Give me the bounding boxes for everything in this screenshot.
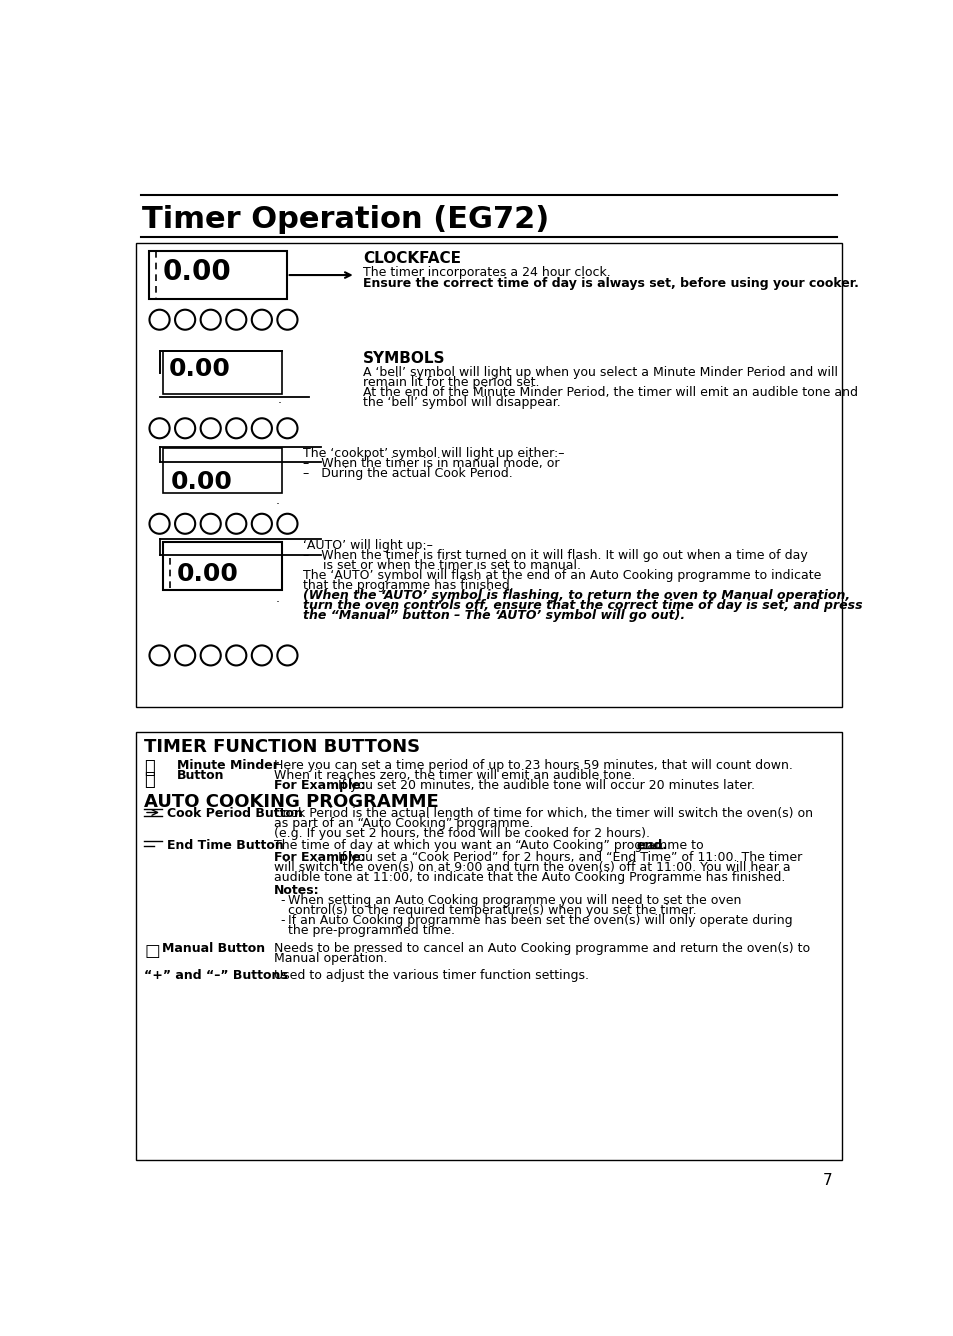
Circle shape [277, 514, 297, 534]
Bar [162, 351, 282, 394]
Text: End Time Button: End Time Button [167, 839, 284, 851]
Text: the “Manual” button – The ‘AUTO’ symbol will go out).: the “Manual” button – The ‘AUTO’ symbol … [303, 609, 684, 623]
Text: AUTO COOKING PROGRAMME: AUTO COOKING PROGRAMME [144, 794, 438, 811]
Circle shape [174, 514, 195, 534]
Text: Cook Period is the actual length of time for which, the timer will switch the ov: Cook Period is the actual length of time… [274, 807, 812, 820]
Bar [136, 243, 841, 707]
Text: 0.00: 0.00 [169, 358, 231, 382]
Text: (e.g. If you set 2 hours, the food will be cooked for 2 hours).: (e.g. If you set 2 hours, the food will … [274, 827, 650, 840]
Circle shape [174, 310, 195, 330]
Text: 0.00: 0.00 [176, 562, 238, 587]
Circle shape [252, 310, 272, 330]
Text: Button: Button [177, 770, 225, 783]
Text: as part of an “Auto Cooking” programme.: as part of an “Auto Cooking” programme. [274, 818, 533, 830]
Text: control(s) to the required temperature(s) when you set the timer.: control(s) to the required temperature(s… [288, 904, 696, 916]
Text: Used to adjust the various timer function settings.: Used to adjust the various timer functio… [274, 969, 589, 982]
Circle shape [200, 418, 220, 438]
Circle shape [150, 418, 170, 438]
Text: audible tone at 11:00, to indicate that the Auto Cooking Programme has finished.: audible tone at 11:00, to indicate that … [274, 871, 785, 884]
Bar [162, 542, 282, 591]
Text: Cook Period Button: Cook Period Button [167, 807, 303, 820]
Circle shape [226, 645, 246, 665]
Text: Notes:: Notes: [274, 884, 319, 896]
Circle shape [277, 645, 297, 665]
Text: The ‘cookpot’ symbol will light up either:–: The ‘cookpot’ symbol will light up eithe… [303, 446, 564, 460]
Circle shape [150, 645, 170, 665]
Circle shape [277, 310, 297, 330]
Text: –   During the actual Cook Period.: – During the actual Cook Period. [303, 466, 512, 480]
Text: For Example:: For Example: [274, 779, 366, 792]
Text: If you set a “Cook Period” for 2 hours, and “End Time” of 11:00. The timer: If you set a “Cook Period” for 2 hours, … [337, 851, 801, 864]
Text: the pre-programmed time.: the pre-programmed time. [288, 925, 455, 937]
Circle shape [200, 514, 220, 534]
Text: SYMBOLS: SYMBOLS [363, 351, 445, 366]
Circle shape [226, 310, 246, 330]
Text: turn the oven controls off, ensure that the correct time of day is set, and pres: turn the oven controls off, ensure that … [303, 600, 862, 612]
Text: -: - [280, 914, 285, 927]
Text: .: . [275, 494, 279, 508]
Text: .: . [275, 592, 279, 604]
Circle shape [174, 645, 195, 665]
Text: When it reaches zero, the timer will emit an audible tone.: When it reaches zero, the timer will emi… [274, 770, 635, 783]
Text: 7: 7 [821, 1173, 831, 1188]
Text: that the programme has finished.: that the programme has finished. [303, 580, 513, 592]
Text: –   When the timer is first turned on it will flash. It will go out when a time : – When the timer is first turned on it w… [303, 549, 807, 562]
Text: If an Auto Cooking programme has been set the oven(s) will only operate during: If an Auto Cooking programme has been se… [288, 914, 792, 927]
Text: end.: end. [637, 839, 667, 851]
Text: TIMER FUNCTION BUTTONS: TIMER FUNCTION BUTTONS [144, 737, 419, 756]
Text: □: □ [144, 942, 160, 959]
Text: When setting an Auto Cooking programme you will need to set the oven: When setting an Auto Cooking programme y… [288, 894, 740, 907]
Text: If you set 20 minutes, the audible tone will occur 20 minutes later.: If you set 20 minutes, the audible tone … [337, 779, 754, 792]
Circle shape [226, 514, 246, 534]
Text: Ensure the correct time of day is always set, before using your cooker.: Ensure the correct time of day is always… [363, 277, 859, 290]
Text: 0.00: 0.00 [171, 470, 232, 494]
Circle shape [277, 418, 297, 438]
Circle shape [174, 418, 195, 438]
Text: Here you can set a time period of up to 23 hours 59 minutes, that will count dow: Here you can set a time period of up to … [274, 759, 792, 772]
Text: The timer incorporates a 24 hour clock.: The timer incorporates a 24 hour clock. [363, 266, 611, 279]
Text: For Example:: For Example: [274, 851, 366, 864]
Bar [136, 732, 841, 1160]
Circle shape [200, 310, 220, 330]
Bar [162, 449, 282, 493]
Text: will switch the oven(s) on at 9:00 and turn the oven(s) off at 11:00. You will h: will switch the oven(s) on at 9:00 and t… [274, 860, 790, 874]
Text: The ‘AUTO’ symbol will flash at the end of an Auto Cooking programme to indicate: The ‘AUTO’ symbol will flash at the end … [303, 569, 821, 582]
Circle shape [252, 645, 272, 665]
Circle shape [200, 645, 220, 665]
Text: CLOCKFACE: CLOCKFACE [363, 251, 461, 266]
Text: A ‘bell’ symbol will light up when you select a Minute Minder Period and will: A ‘bell’ symbol will light up when you s… [363, 366, 838, 379]
Text: ⍣: ⍣ [144, 771, 154, 790]
Circle shape [226, 418, 246, 438]
Text: is set or when the timer is set to manual.: is set or when the timer is set to manua… [303, 560, 580, 572]
Text: ‘AUTO’ will light up:–: ‘AUTO’ will light up:– [303, 540, 433, 552]
Text: (When the ‘AUTO’ symbol is flashing, to return the oven to Manual operation,: (When the ‘AUTO’ symbol is flashing, to … [303, 589, 849, 603]
Circle shape [252, 418, 272, 438]
Bar [149, 251, 286, 299]
Text: ⍣: ⍣ [144, 759, 154, 778]
Text: 0.00: 0.00 [162, 258, 232, 286]
Text: .: . [277, 393, 281, 406]
Text: Manual operation.: Manual operation. [274, 951, 387, 965]
Text: the ‘bell’ symbol will disappear.: the ‘bell’ symbol will disappear. [363, 395, 560, 409]
Text: “+” and “–” Buttons: “+” and “–” Buttons [144, 969, 288, 982]
Text: Minute Minder: Minute Minder [177, 759, 279, 772]
Text: –   When the timer is in manual mode, or: – When the timer is in manual mode, or [303, 457, 558, 470]
Text: -: - [280, 894, 285, 907]
Text: At the end of the Minute Minder Period, the timer will emit an audible tone and: At the end of the Minute Minder Period, … [363, 386, 858, 399]
Text: The time of day at which you want an “Auto Cooking” programme to: The time of day at which you want an “Au… [274, 839, 707, 851]
Circle shape [150, 514, 170, 534]
Text: Needs to be pressed to cancel an Auto Cooking programme and return the oven(s) t: Needs to be pressed to cancel an Auto Co… [274, 942, 809, 955]
Text: Manual Button: Manual Button [162, 942, 265, 955]
Circle shape [150, 310, 170, 330]
Text: Timer Operation (EG72): Timer Operation (EG72) [142, 204, 549, 234]
Circle shape [252, 514, 272, 534]
Text: remain lit for the period set.: remain lit for the period set. [363, 375, 539, 389]
